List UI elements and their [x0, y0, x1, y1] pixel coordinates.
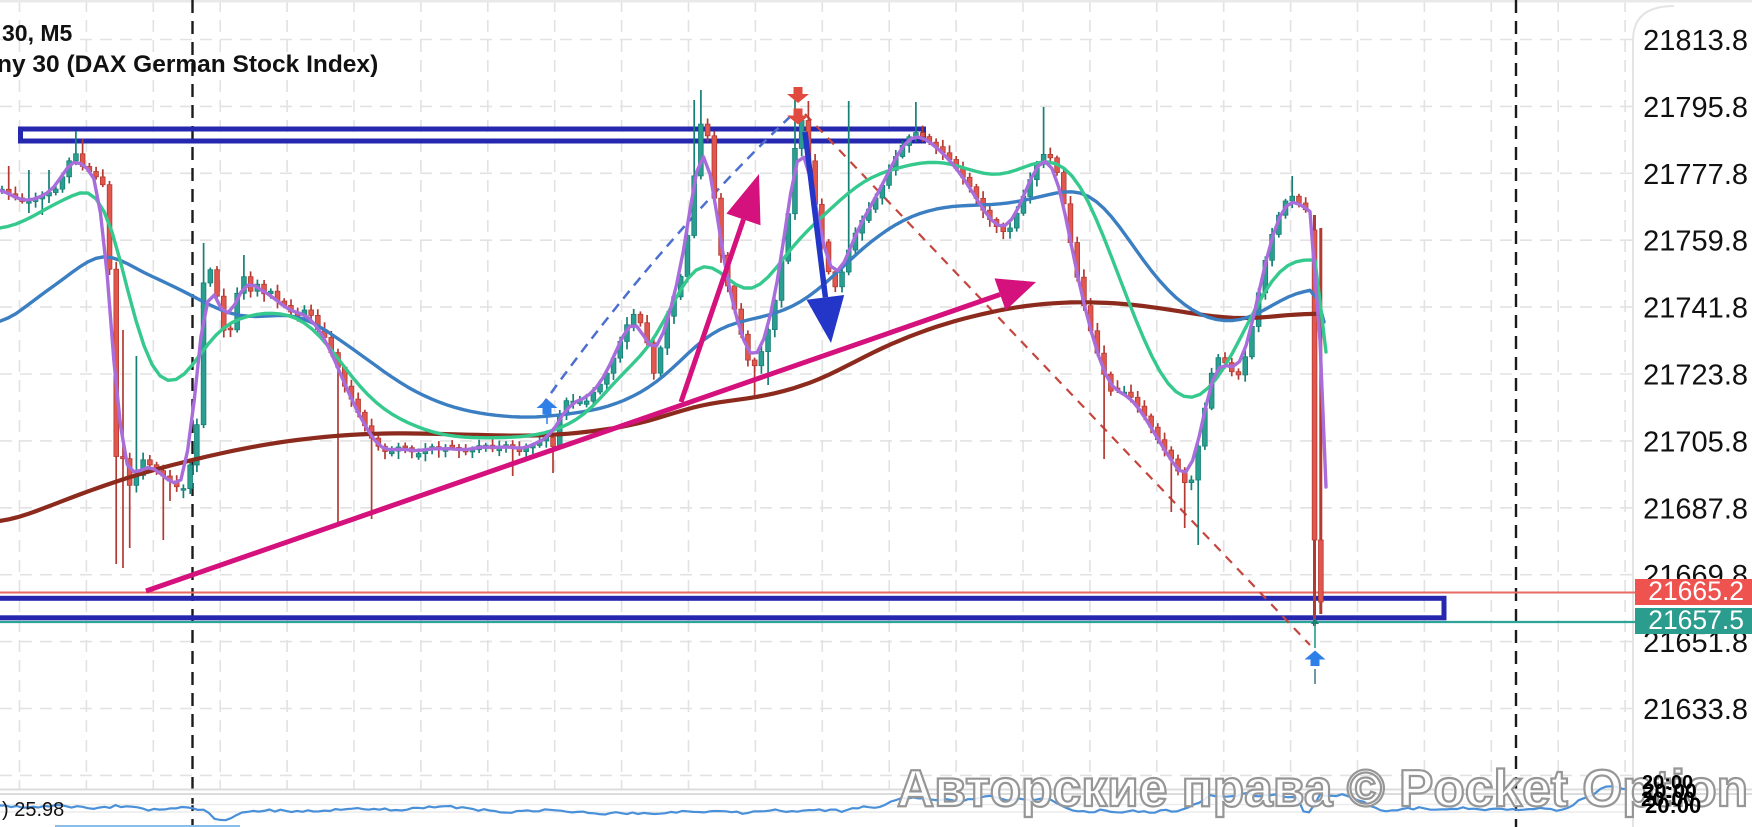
svg-text:21777.8: 21777.8	[1643, 159, 1748, 191]
svg-text:Авторские права © Pocket Optio: Авторские права © Pocket Option	[897, 759, 1748, 817]
svg-text:21723.8: 21723.8	[1643, 360, 1748, 392]
svg-text:21657.5: 21657.5	[1648, 605, 1744, 635]
svg-text:30, M5: 30, M5	[2, 20, 73, 46]
svg-text:21741.8: 21741.8	[1643, 293, 1748, 325]
svg-text:21795.8: 21795.8	[1643, 92, 1748, 124]
svg-text:21759.8: 21759.8	[1643, 226, 1748, 258]
svg-text:21813.8: 21813.8	[1643, 25, 1748, 57]
svg-text:ny 30 (DAX German Stock Index): ny 30 (DAX German Stock Index)	[0, 51, 378, 78]
svg-text:) 25.98: ) 25.98	[2, 799, 64, 821]
svg-text:21687.8: 21687.8	[1643, 493, 1748, 525]
svg-text:21705.8: 21705.8	[1643, 426, 1748, 458]
svg-text:20:00: 20:00	[1642, 772, 1693, 794]
svg-text:21665.2: 21665.2	[1648, 576, 1744, 606]
svg-text:20:00: 20:00	[1643, 780, 1697, 803]
svg-text:21633.8: 21633.8	[1643, 694, 1748, 726]
svg-text:20:00: 20:00	[1645, 793, 1701, 818]
svg-text:20:00: 20:00	[1641, 788, 1695, 811]
